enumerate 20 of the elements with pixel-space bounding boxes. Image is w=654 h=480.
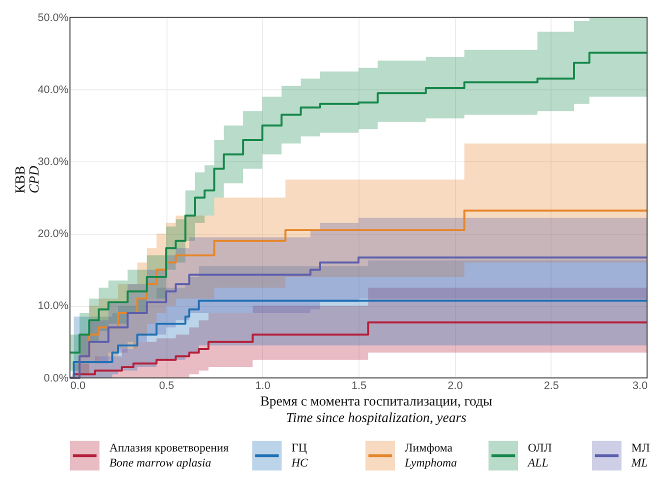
legend-label: Лимфома Lymphoma — [404, 440, 457, 470]
x-tick-label: 3.0 — [632, 380, 648, 392]
y-tick-label: 30.0% — [38, 156, 69, 168]
x-tick-label: 2.5 — [544, 380, 559, 392]
legend-label: ГЦ HC — [290, 440, 308, 470]
x-tick-label: 2.0 — [448, 380, 463, 392]
x-tick-label: 1.5 — [351, 380, 367, 392]
x-tick-label: 0.0 — [70, 380, 86, 392]
legend-label: МЛ ML — [630, 440, 650, 470]
y-axis-title: КВВ CPD — [12, 166, 42, 194]
y-tick-label: 50.0% — [38, 12, 69, 24]
legend-label: ОЛЛ ALL — [526, 440, 552, 470]
x-axis-title: Время с момента госпитализации, годы Time since hospitalization, years — [260, 393, 492, 426]
legend-label: Аплазия кроветворения Bone marrow aplasia — [109, 440, 230, 470]
x-tick-label: 1.0 — [255, 380, 270, 392]
x-tick-label: 0.5 — [159, 380, 174, 392]
y-tick-label: 40.0% — [38, 84, 69, 96]
y-tick-label: 20.0% — [38, 228, 69, 240]
y-tick-label: 0.0% — [44, 372, 69, 384]
y-tick-label: 10.0% — [38, 300, 69, 312]
